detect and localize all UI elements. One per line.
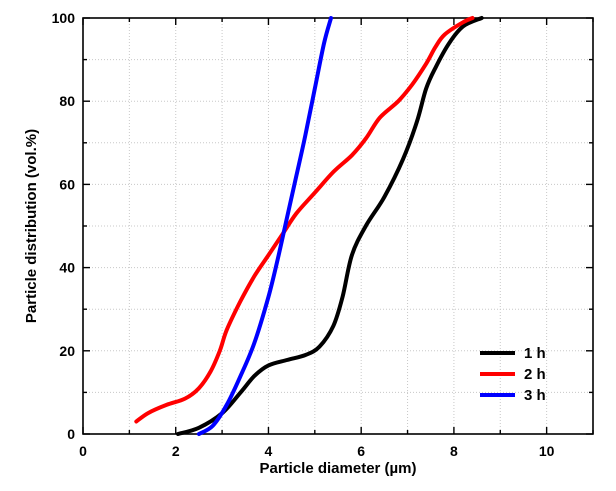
x-tick-label: 8: [450, 443, 458, 459]
series-line-2: [134, 16, 475, 424]
y-tick-label: 20: [59, 343, 75, 359]
series-lines: [134, 16, 484, 436]
x-tick-label: 2: [172, 443, 180, 459]
y-tick-label: 100: [52, 10, 76, 26]
x-tick-label: 0: [79, 443, 87, 459]
y-axis-title: Particle distribution (vol.%): [23, 129, 40, 323]
x-axis-title: Particle diameter (µm): [259, 460, 416, 477]
legend-label-2: 2 h: [524, 366, 546, 383]
series-line-3: [196, 16, 333, 436]
y-tick-label: 60: [59, 176, 75, 192]
y-tick-label: 80: [59, 93, 75, 109]
legend-label-1: 1 h: [524, 345, 546, 362]
legend-label-3: 3 h: [524, 387, 546, 404]
x-tick-label: 10: [539, 443, 555, 459]
y-tick-label: 0: [67, 426, 75, 442]
y-tick-label: 40: [59, 260, 75, 276]
x-tick-label: 6: [357, 443, 365, 459]
series-line-1: [176, 16, 484, 436]
legend: 1 h 2 h 3 h: [480, 345, 546, 404]
x-tick-label: 4: [265, 443, 273, 459]
grid: [83, 18, 593, 434]
